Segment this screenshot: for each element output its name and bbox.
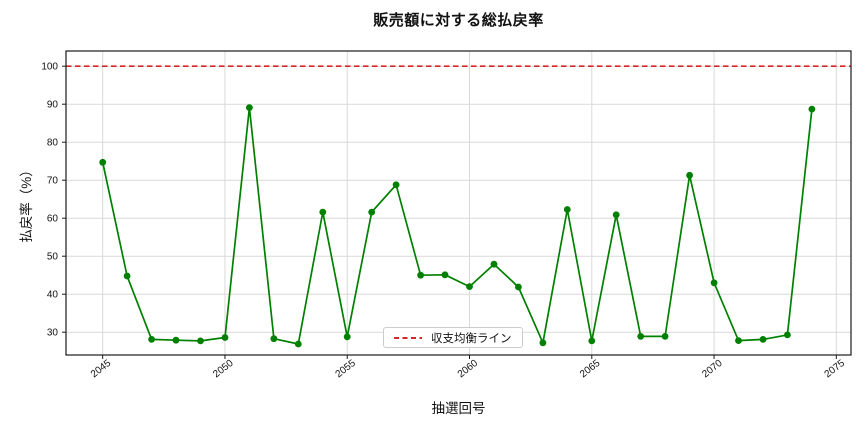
plot-border [65, 50, 852, 356]
chart-title: 販売額に対する総払戻率 [373, 12, 544, 29]
y-tick-label: 30 [47, 328, 59, 339]
payout-rate-markers [99, 104, 816, 348]
x-tick-label: 2045 [89, 358, 114, 381]
x-tick-label: 2065 [578, 358, 603, 381]
y-tick-label: 40 [47, 290, 59, 301]
dashed-line-swatch [394, 336, 422, 339]
x-tick-label: 2075 [823, 358, 848, 381]
x-axis-title: 抽選回号 [431, 401, 486, 416]
x-tick-label: 2055 [334, 358, 359, 381]
y-tick-label: 70 [47, 176, 59, 187]
payout-rate-line [101, 106, 813, 345]
x-tick-label: 2050 [211, 358, 236, 381]
x-tick-label: 2060 [456, 358, 481, 381]
y-tick-label: 90 [47, 100, 59, 111]
y-tick-label: 80 [47, 138, 59, 149]
y-tick-label: 50 [47, 252, 59, 263]
y-axis-title: 払戻率（%） [19, 163, 34, 243]
legend-label: 収支均衡ライン [431, 332, 512, 345]
legend: 収支均衡ライン [383, 327, 523, 348]
gridlines [66, 51, 851, 355]
axis-ticks [62, 65, 837, 359]
x-tick-label: 2070 [700, 358, 725, 381]
y-tick-label: 100 [41, 62, 58, 73]
y-tick-label: 60 [47, 214, 59, 225]
